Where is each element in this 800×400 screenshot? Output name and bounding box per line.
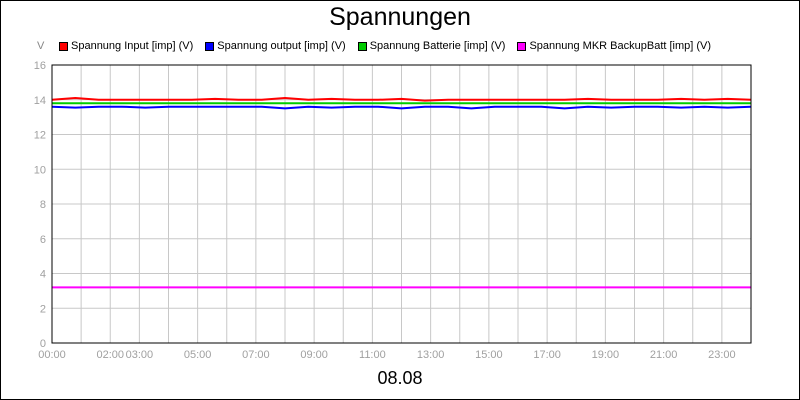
date-label: 08.08	[377, 368, 423, 388]
legend-label-batterie: Spannung Batterie [imp] (V)	[369, 40, 506, 52]
chart-title: Spannungen	[329, 3, 471, 31]
legend-item-backupbatt: Spannung MKR BackupBatt [imp] (V)	[517, 40, 711, 52]
y-tick-label: 6	[40, 234, 46, 246]
legend-swatch-input	[59, 41, 68, 51]
x-tick-label: 07:00	[242, 349, 270, 361]
legend-swatch-backupbatt	[517, 41, 527, 51]
legend-swatch-batterie	[357, 41, 367, 51]
x-tick-label: 00:00	[38, 349, 66, 361]
y-tick-label: 8	[40, 199, 46, 211]
y-tick-label: 12	[34, 130, 46, 142]
y-tick-label: 0	[40, 338, 46, 350]
x-tick-label: 05:00	[184, 349, 212, 361]
y-tick-label: 14	[34, 95, 46, 107]
series-line-output	[51, 105, 752, 110]
x-tick-label: 21:00	[650, 349, 678, 361]
legend-label-output: Spannung output [imp] (V)	[217, 40, 346, 52]
y-tick-label: 4	[40, 269, 46, 281]
y-tick-label: 10	[34, 164, 46, 176]
x-tick-label: 17:00	[533, 349, 561, 361]
x-tick-label: 15:00	[475, 349, 503, 361]
y-axis-unit-label: V	[37, 40, 45, 52]
x-tick-label: 23:00	[708, 349, 736, 361]
series-line-input	[51, 97, 752, 102]
x-tick-label: 09:00	[300, 349, 328, 361]
legend-label-backupbatt: Spannung MKR BackupBatt [imp] (V)	[529, 40, 712, 52]
x-tick-label: 11:00	[359, 349, 386, 361]
x-tick-label: 19:00	[592, 349, 620, 361]
legend-swatch-output	[205, 41, 215, 51]
plot-border	[51, 64, 752, 344]
legend-item-input: Spannung Input [imp] (V)	[59, 40, 193, 52]
legend-label-input: Spannung Input [imp] (V)	[71, 40, 194, 52]
legend-item-batterie: Spannung Batterie [imp] (V)	[357, 40, 506, 52]
legend-item-output: Spannung output [imp] (V)	[205, 40, 346, 52]
chart-legend: Spannung Input [imp] (V) Spannung output…	[59, 39, 723, 53]
x-tick-label: 03:00	[126, 349, 154, 361]
x-tick-label: 13:00	[417, 349, 445, 361]
y-tick-label: 2	[40, 303, 46, 315]
y-tick-label: 16	[34, 60, 46, 72]
x-tick-label: 02:00	[96, 349, 124, 361]
